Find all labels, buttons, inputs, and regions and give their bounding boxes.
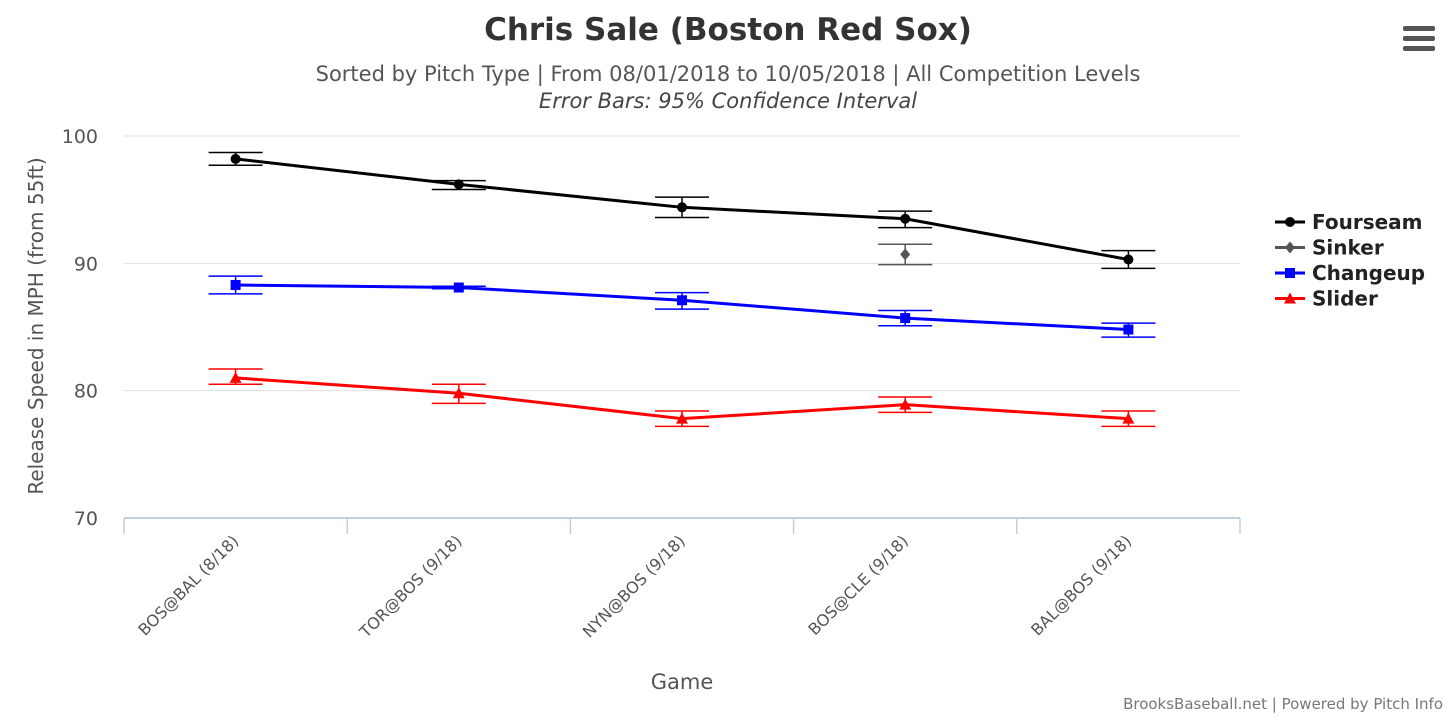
- menu-bar-line: [1403, 26, 1435, 31]
- data-point: [900, 248, 911, 261]
- legend-item-changeup[interactable]: Changeup: [1275, 261, 1425, 285]
- data-point: [453, 282, 464, 293]
- data-point: [1122, 412, 1135, 424]
- data-point: [676, 412, 688, 424]
- legend-label: Changeup: [1312, 261, 1425, 285]
- data-point: [452, 387, 465, 399]
- legend-item-fourseam[interactable]: Fourseam: [1275, 210, 1423, 234]
- data-point: [453, 179, 464, 190]
- legend-marker: [1285, 241, 1295, 254]
- data-point: [900, 213, 911, 224]
- data-point: [1123, 254, 1134, 265]
- y-axis-label: Release Speed in MPH (from 55ft): [24, 157, 48, 494]
- y-axis: 70 80 90 100: [62, 126, 98, 530]
- y-tick-label: 70: [74, 508, 98, 530]
- series-group: [208, 151, 1156, 428]
- legend-marker: [1285, 217, 1295, 227]
- data-point: [229, 371, 242, 383]
- data-point: [677, 295, 687, 306]
- chart-error-bar-note: Error Bars: 95% Confidence Interval: [538, 89, 918, 113]
- y-tick-label: 80: [74, 381, 98, 403]
- credits-link[interactable]: BrooksBaseball.net | Powered by Pitch In…: [1123, 695, 1443, 713]
- legend-item-sinker[interactable]: Sinker: [1275, 236, 1384, 260]
- x-tick-label: BAL@BOS (9/18): [1027, 531, 1135, 639]
- series-sinker: [878, 243, 933, 266]
- series-changeup: [208, 275, 1156, 338]
- legend-marker: [1284, 292, 1296, 304]
- legend-label: Fourseam: [1312, 210, 1423, 234]
- chart-title: Chris Sale (Boston Red Sox): [484, 12, 972, 48]
- legend-item-slider[interactable]: Slider: [1275, 287, 1378, 311]
- x-axis-label: Game: [651, 670, 714, 694]
- x-axis: BOS@BAL (8/18) TOR@BOS (9/18) NYN@BOS (9/1…: [123, 517, 1241, 642]
- menu-bar-line: [1403, 46, 1435, 51]
- series-fourseam: [208, 151, 1156, 270]
- x-tick-label: BOS@CLE (9/18): [804, 531, 912, 639]
- legend-marker: [1285, 268, 1295, 278]
- x-tick-label: BOS@BAL (8/18): [134, 531, 242, 639]
- y-tick-label: 100: [62, 126, 98, 148]
- data-point: [900, 313, 911, 324]
- data-point: [230, 279, 241, 290]
- legend-label: Sinker: [1312, 236, 1384, 260]
- data-point: [677, 202, 687, 213]
- x-tick-label: TOR@BOS (9/18): [355, 531, 466, 642]
- y-tick-label: 90: [74, 253, 98, 275]
- grid-lines: [124, 135, 1240, 392]
- series-slider: [208, 368, 1156, 428]
- x-tick-label: NYN@BOS (9/18): [579, 531, 689, 641]
- chart-subtitle: Sorted by Pitch Type | From 08/01/2018 t…: [315, 62, 1141, 86]
- hamburger-menu-icon[interactable]: [1403, 26, 1435, 52]
- legend-label: Slider: [1312, 287, 1378, 311]
- data-point: [899, 398, 912, 410]
- data-point: [230, 153, 241, 164]
- data-point: [1123, 324, 1134, 335]
- menu-bar-line: [1403, 36, 1435, 41]
